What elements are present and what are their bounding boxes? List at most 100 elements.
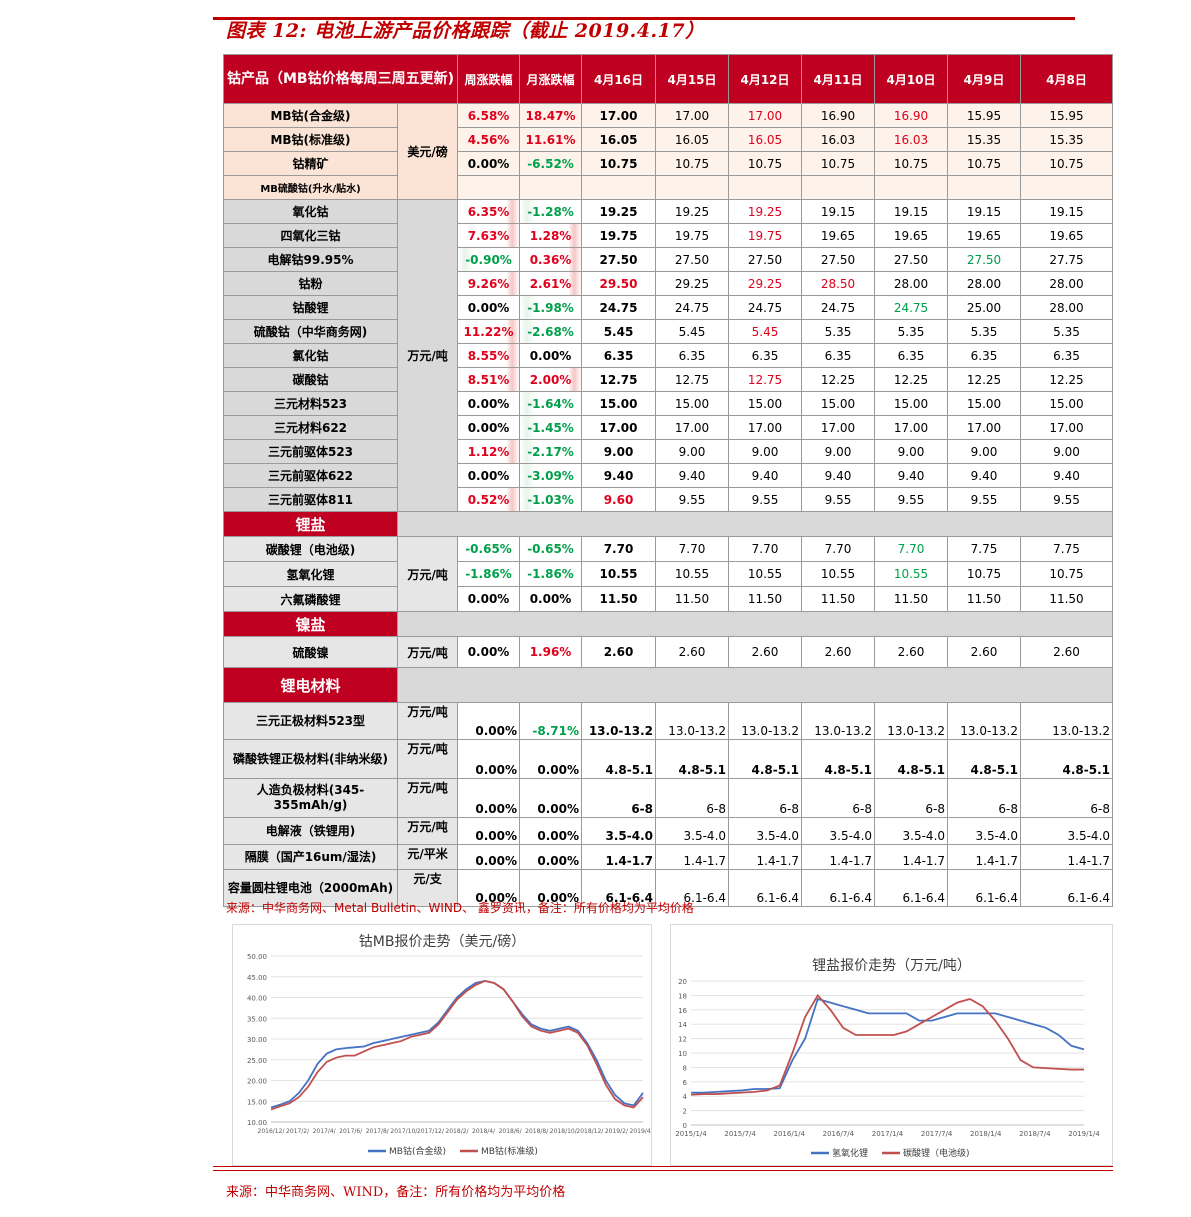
price-cell: 15.00 [874, 391, 949, 416]
section-filler [396, 511, 1114, 537]
week-change-cell: 6.35% [457, 199, 521, 224]
price-cell: 2.60 [801, 636, 876, 668]
month-change-cell: -0.65% [519, 536, 583, 562]
y-tick-label: 15.00 [247, 1098, 267, 1106]
month-change-cell: 2.00% [519, 367, 583, 392]
month-change-cell: 0.00% [519, 739, 583, 779]
price-cell: 6-8 [947, 778, 1022, 818]
section-title: 镍盐 [223, 611, 398, 637]
price-cell: 29.25 [655, 271, 730, 296]
price-cell: 3.5-4.0 [874, 817, 949, 845]
product-name: 钴酸锂 [223, 295, 398, 320]
price-cell: 10.55 [655, 561, 730, 587]
header-date: 4月16日 [581, 54, 657, 104]
price-cell: 6.35 [655, 343, 730, 368]
price-cell: 6.1-6.4 [947, 869, 1022, 907]
price-cell: 13.0-13.2 [801, 702, 876, 740]
price-cell: 15.35 [1020, 127, 1114, 152]
y-tick-label: 6 [683, 1079, 688, 1087]
unit-cell: 万元/吨 [396, 536, 459, 612]
x-tick-label: 2019/4/1 [630, 1128, 651, 1135]
price-cell: 7.70 [801, 536, 876, 562]
month-change-cell: -1.03% [519, 487, 583, 512]
price-cell [947, 175, 1022, 200]
y-tick-label: 14 [678, 1021, 687, 1029]
price-cell: 6.35 [801, 343, 876, 368]
price-cell: 11.50 [947, 586, 1022, 612]
price-cell: 10.75 [874, 151, 949, 176]
product-name: 电解钴99.95% [223, 247, 398, 272]
price-cell: 9.00 [655, 439, 730, 464]
section-header-row: 锂电材料 [223, 667, 1114, 703]
price-cell: 6.1-6.4 [874, 869, 949, 907]
price-cell: 17.00 [947, 415, 1022, 440]
price-cell: 1.4-1.7 [947, 844, 1022, 870]
price-cell: 5.35 [947, 319, 1022, 344]
price-cell: 7.75 [947, 536, 1022, 562]
product-name: 氧化钴 [223, 199, 398, 224]
price-cell: 9.55 [1020, 487, 1114, 512]
header-date: 4月9日 [947, 54, 1022, 104]
month-change-cell: 0.00% [519, 844, 583, 870]
price-cell: 11.50 [801, 586, 876, 612]
price-cell: 1.4-1.7 [655, 844, 730, 870]
header-date: 4月12日 [728, 54, 803, 104]
x-tick-label: 2018/7/4 [1019, 1130, 1051, 1138]
price-cell: 17.00 [1020, 415, 1114, 440]
price-cell: 3.5-4.0 [728, 817, 803, 845]
product-name: 人造负极材料(345-355mAh/g) [223, 778, 398, 818]
price-cell: 16.03 [874, 127, 949, 152]
price-cell: 6-8 [728, 778, 803, 818]
price-cell: 12.25 [874, 367, 949, 392]
table-row: 三元材料622 0.00% -1.45% 17.00 17.00 17.00 17.00 17… [223, 415, 1114, 440]
price-cell: 10.75 [655, 151, 730, 176]
table-row: MB硫酸钴(升水/贴水) [223, 175, 1114, 200]
week-change-cell: 1.12% [457, 439, 521, 464]
table-row: MB钴(合金级) 美元/磅 6.58% 18.47% 17.00 17.00 17.00 16… [223, 103, 1114, 200]
price-cell: 4.8-5.1 [801, 739, 876, 779]
price-cell: 19.15 [874, 199, 949, 224]
y-tick-label: 30.00 [247, 1036, 267, 1044]
y-tick-label: 20 [678, 978, 687, 986]
price-cell: 6.1-6.4 [655, 869, 730, 907]
x-tick-label: 2018/2/ [445, 1128, 469, 1135]
price-cell: 13.0-13.2 [1020, 702, 1114, 740]
table-row: 磷酸铁锂正极材料(非纳米级) 万元/吨 0.00% 0.00% 4.8-5.1 4.8-5… [223, 739, 1114, 779]
y-tick-label: 45.00 [247, 974, 267, 982]
table-row: 三元前驱体523 1.12% -2.17% 9.00 9.00 9.00 9.00 9.00 9… [223, 439, 1114, 464]
price-cell: 9.40 [728, 463, 803, 488]
price-cell [1020, 175, 1114, 200]
price-cell: 17.00 [581, 103, 657, 128]
table-row: 氧化钴 万元/吨 6.35% -1.28% 19.25 19.25 19.25 19.15 19… [223, 199, 1114, 512]
header-category: 钴产品（MB钴价格每周三周五更新) [222, 54, 459, 104]
price-cell: 2.60 [1020, 636, 1114, 668]
price-cell: 16.05 [581, 127, 657, 152]
price-cell: 11.50 [655, 586, 730, 612]
price-cell: 2.60 [874, 636, 949, 668]
y-tick-label: 12 [678, 1036, 687, 1044]
table-row: 三元前驱体622 0.00% -3.09% 9.40 9.40 9.40 9.40 9.40 9… [223, 463, 1114, 488]
unit-cell: 万元/吨 [396, 702, 459, 740]
price-cell [655, 175, 730, 200]
price-cell: 12.75 [655, 367, 730, 392]
y-tick-label: 35.00 [247, 1015, 267, 1023]
week-change-cell: -0.65% [457, 536, 521, 562]
table-row: 三元前驱体811 0.52% -1.03% 9.60 9.55 9.55 9.55 9.55 9… [223, 487, 1114, 512]
price-cell: 3.5-4.0 [801, 817, 876, 845]
week-change-cell: 0.00% [457, 586, 521, 612]
table-row: 电解钴99.95% -0.90% 0.36% 27.50 27.50 27.50 27.50… [223, 247, 1114, 272]
y-tick-label: 8 [683, 1064, 687, 1072]
price-cell: 6.1-6.4 [728, 869, 803, 907]
month-change-cell: -1.98% [519, 295, 583, 320]
price-cell: 9.40 [801, 463, 876, 488]
table-row: 人造负极材料(345-355mAh/g) 万元/吨 0.00% 0.00% 6-8 6-8… [223, 778, 1114, 818]
price-cell: 10.75 [801, 151, 876, 176]
x-tick-label: 2017/7/4 [921, 1130, 953, 1138]
table-row: 隔膜（国产16um/湿法) 元/平米 0.00% 0.00% 1.4-1.7 1.4-1.… [223, 844, 1114, 870]
price-cell: 17.00 [728, 103, 803, 128]
price-cell: 27.50 [655, 247, 730, 272]
price-table: 钴产品（MB钴价格每周三周五更新) 周涨跌幅 月涨跌幅 4月16日 4月15日 … [222, 54, 1114, 907]
y-tick-label: 20.00 [247, 1078, 267, 1086]
price-cell: 4.8-5.1 [581, 739, 657, 779]
